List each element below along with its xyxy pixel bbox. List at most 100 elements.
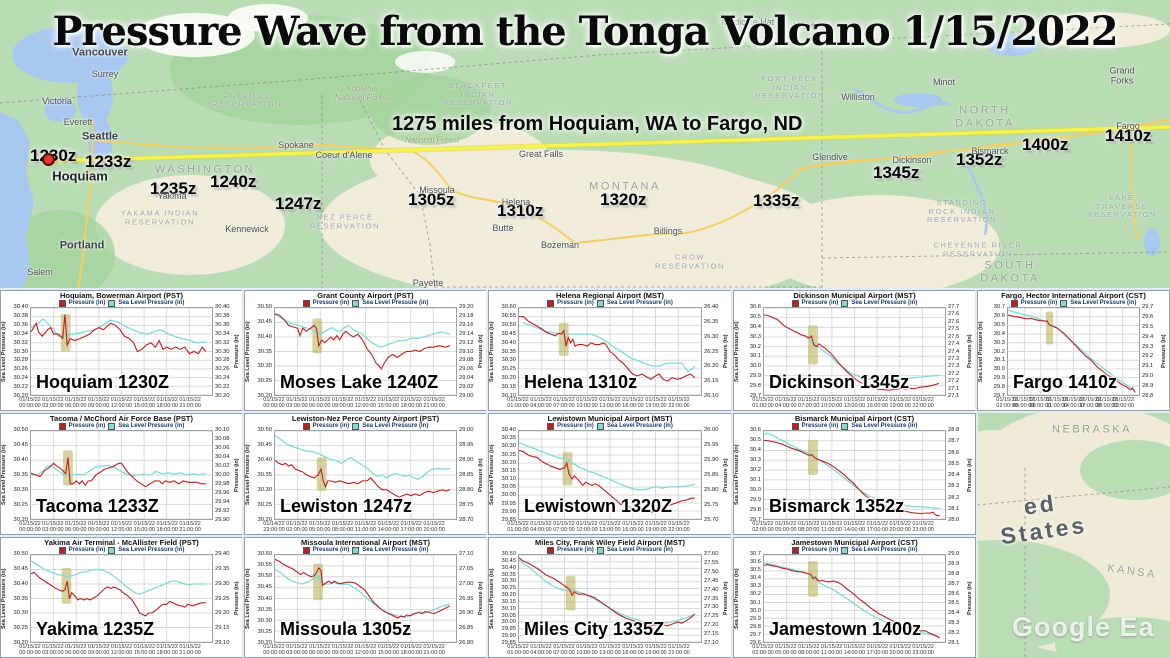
sea-level-legend-label: Sea Level Pressure (in) xyxy=(851,423,918,429)
sea-level-legend-label: Sea Level Pressure (in) xyxy=(118,423,185,429)
axis-tick: 30.30 xyxy=(13,487,28,493)
axis-tick: 30.6 xyxy=(749,559,761,566)
axis-tick: 30.40 xyxy=(257,595,272,602)
right-axis-label: Pressure (in) xyxy=(967,334,973,369)
axis-tick: 30.35 xyxy=(257,472,272,478)
left-axis-ticks: 30.50 30.45 30.40 30.35 30.30 30.25 30.20 30.15… xyxy=(497,551,518,646)
route-time-label: 1335z xyxy=(753,191,800,210)
x-axis-ticks: 01/15/22 00:00:00 01/15/22 03:00:00 01/15/22… xyxy=(19,644,213,657)
sea-level-legend-swatch xyxy=(596,423,604,430)
pressure-legend-swatch xyxy=(58,547,66,554)
pressure-legend-label: Pressure (in) xyxy=(557,300,594,306)
axis-tick: 30.30 xyxy=(501,443,516,450)
axis-tick: 29.25 xyxy=(215,595,230,602)
axis-tick: 29.00 xyxy=(459,393,474,399)
right-axis-ticks: 26.00 25.95 25.90 25.85 25.80 25.75 25.70 xyxy=(702,427,723,523)
axis-tick: 28.70 xyxy=(459,517,474,523)
chart-canvas xyxy=(31,431,212,519)
axis-tick: 30.2 xyxy=(993,348,1005,355)
chart-canvas xyxy=(764,308,945,395)
axis-tick: 30.40 xyxy=(13,304,28,310)
left-axis-label: Sea Level Pressure (in) xyxy=(245,568,251,629)
axis-tick: 30.25 xyxy=(501,585,516,592)
chart-panel: Lewiston-Nez Perce County Airport (PST) … xyxy=(244,413,487,535)
left-axis-label: Sea Level Pressure (in) xyxy=(489,321,495,382)
axis-tick: 29.9 xyxy=(749,373,761,380)
x-axis-tick: 01/15/22 16:00:00 xyxy=(622,397,644,410)
axis-tick: 30.25 xyxy=(13,502,28,508)
x-axis-tick: 01/15/22 15:00:00 xyxy=(133,521,156,534)
axis-tick: 30.4 xyxy=(993,330,1005,337)
axis-tick: 30.32 xyxy=(13,339,28,346)
sea-level-legend-swatch xyxy=(352,300,360,307)
axis-tick: 29.92 xyxy=(215,508,230,514)
axis-tick: 27.35 xyxy=(704,595,719,602)
x-axis-tick: 01/15/22 04:00:00 xyxy=(530,644,552,657)
axis-tick: 28.3 xyxy=(948,483,960,490)
x-axis-tick: 01/15/22 22:00:00 xyxy=(668,644,690,657)
pressure-line xyxy=(519,558,695,626)
x-axis-tick: 01/15/22 15:00:00 xyxy=(133,397,156,410)
axis-tick: 30.22 xyxy=(215,384,230,391)
x-axis-tick: 01/15/22 10:00:00 xyxy=(576,644,598,657)
x-axis-tick: 01/15/22 16:00:00 xyxy=(622,521,644,534)
pressure-line xyxy=(31,572,206,616)
x-axis-tick: 01/15/22 18:00:00 xyxy=(156,521,178,534)
x-axis-tick: 01/15/22 00:00:00 xyxy=(19,644,41,657)
sea-level-legend-label: Sea Level Pressure (in) xyxy=(362,300,429,306)
x-axis-tick: 01/14/22 23:00:00 xyxy=(263,521,285,534)
sea-level-line xyxy=(764,433,940,508)
axis-tick: 29.20 xyxy=(215,610,230,617)
x-axis-tick: 01/15/22 01:00:00 xyxy=(507,521,529,534)
x-axis-tick: 01/15/22 17:00:00 xyxy=(1079,397,1101,410)
axis-tick: 30.35 xyxy=(257,348,272,355)
x-axis-tick: 01/15/22 17:00:00 xyxy=(866,521,889,534)
axis-tick: 30.32 xyxy=(215,339,230,346)
left-axis-label: Sea Level Pressure (in) xyxy=(1,568,7,629)
chart-title: Fargo, Hector International Airport (CST… xyxy=(1001,291,1146,300)
route-time-label: 1320z xyxy=(600,190,647,209)
axis-tick: 29.8 xyxy=(749,383,761,390)
pressure-legend-label: Pressure (in) xyxy=(68,300,106,306)
x-axis-ticks: 01/15/22 02:00:00 01/15/22 05:00:00 01/15/22… xyxy=(996,397,1140,410)
pressure-line xyxy=(764,440,940,516)
axis-tick: 29.2 xyxy=(1142,353,1154,360)
axis-tick: 28.3 xyxy=(948,620,960,627)
x-axis-tick: 01/15/22 09:00:00 xyxy=(87,521,110,534)
route-time-label: 1233z xyxy=(85,152,132,171)
axis-tick: 28.2 xyxy=(948,630,960,637)
axis-tick: 30.4 xyxy=(749,575,761,582)
sea-level-legend-swatch xyxy=(352,423,360,430)
axis-tick: 27.6 xyxy=(948,318,960,325)
axis-tick: 30.5 xyxy=(749,567,761,574)
x-axis-tick: 01/15/22 02:00:00 xyxy=(996,397,1018,410)
station-label: Yakima 1235Z xyxy=(36,619,155,639)
x-axis-tick: 01/15/22 13:00:00 xyxy=(599,521,621,534)
axis-tick: 30.55 xyxy=(257,562,272,569)
station-label: Bismarck 1352z xyxy=(769,496,905,516)
axis-tick: 26.90 xyxy=(459,610,474,617)
x-axis-tick: 01/15/22 07:00:00 xyxy=(553,521,575,534)
pressure-line xyxy=(275,314,450,369)
axis-tick: 30.5 xyxy=(749,436,761,443)
x-axis-tick: 01/15/22 09:00:00 xyxy=(331,644,354,657)
chart-legend: Pressure (in) Sea Level Pressure (in) xyxy=(1,300,242,307)
axis-tick: 30.24 xyxy=(13,375,28,382)
x-axis-tick: 01/15/22 05:00:00 xyxy=(309,521,331,534)
x-axis-tick: 01/15/22 09:00:00 xyxy=(331,397,354,410)
axis-tick: 30.24 xyxy=(215,375,230,382)
chart-canvas xyxy=(275,555,456,642)
left-axis-label: Sea Level Pressure (in) xyxy=(1,321,7,382)
axis-tick: 27.7 xyxy=(948,304,960,310)
axis-tick: 30.36 xyxy=(215,321,230,328)
axis-tick: 28.2 xyxy=(948,494,960,501)
sea-level-line xyxy=(31,465,206,476)
pressure-legend-label: Pressure (in) xyxy=(68,423,106,429)
sea-level-legend-swatch xyxy=(352,547,360,554)
axis-tick: 29.08 xyxy=(459,357,474,364)
x-axis-tick: 01/15/22 19:00:00 xyxy=(645,644,667,657)
x-axis-tick: 01/15/22 00:00:00 xyxy=(263,397,285,410)
route-time-label: 1235z xyxy=(150,179,197,198)
x-axis-tick: 01/15/22 13:00:00 xyxy=(599,397,621,410)
gridlines xyxy=(519,308,701,395)
